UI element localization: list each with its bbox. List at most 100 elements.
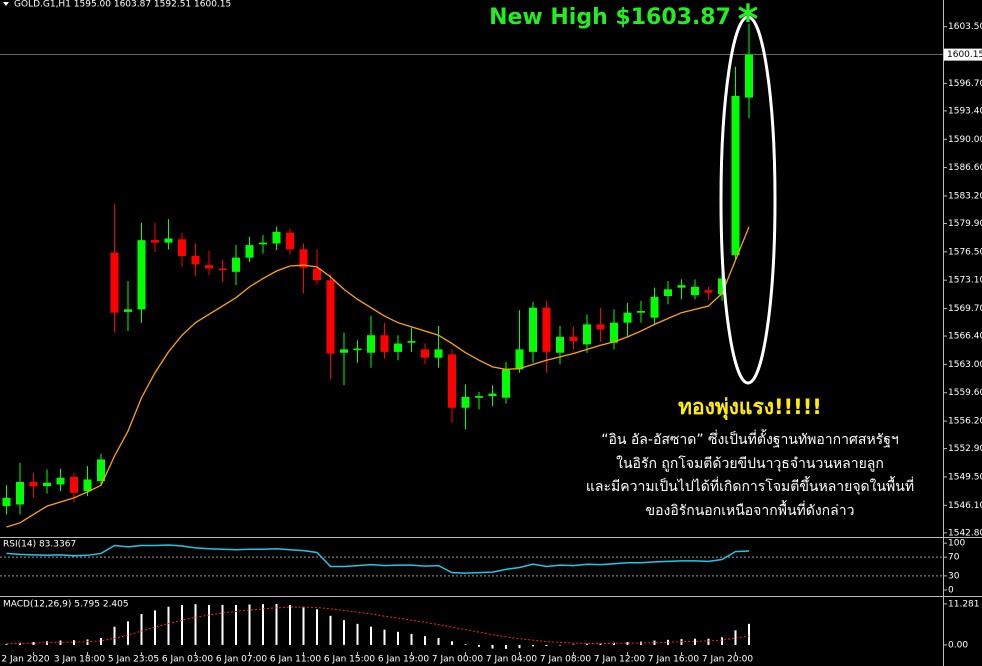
macd-bar <box>262 604 264 645</box>
headline: New High $1603.87 <box>489 5 731 30</box>
y-tick-label: 1559.60 <box>948 388 982 398</box>
rsi-label: RSI(14) 83.3367 <box>3 540 76 550</box>
macd-bar <box>410 634 413 645</box>
x-tick-label: 7 Jan 04:00 <box>486 655 538 665</box>
y-tick-label: 1593.40 <box>948 106 982 116</box>
chart-header: GOLD.G1,H1 1595.00 1603.87 1592.51 1600.… <box>14 0 231 10</box>
macd-bar <box>289 604 291 645</box>
macd-bar <box>208 604 210 645</box>
x-tick-label: 7 Jan 16:00 <box>648 655 700 665</box>
candle-body <box>704 290 713 293</box>
news-line: ของอิรักนอกเหนือจากพื้นที่ดังกล่าว <box>646 500 855 519</box>
signal-line <box>6 606 750 645</box>
macd-bar <box>734 630 737 645</box>
candle-body <box>313 268 321 281</box>
y-tick-label: 1569.70 <box>948 304 982 314</box>
macd-bar <box>194 604 197 645</box>
candle-body <box>218 268 227 271</box>
x-tick-label: 6 Jan 19:00 <box>378 655 430 665</box>
macd-bar <box>32 642 35 645</box>
candle-body <box>340 349 348 353</box>
y-tick-label: 1542.80 <box>948 528 982 538</box>
candle-body <box>191 255 200 265</box>
y-tick-label: 1556.20 <box>948 417 982 427</box>
candle-body <box>97 459 105 482</box>
candle-body <box>556 336 564 353</box>
x-tick-label: 7 Jan 12:00 <box>594 655 646 665</box>
candle-body <box>205 265 213 269</box>
macd-bar <box>518 644 521 649</box>
candle-body <box>43 482 51 487</box>
news-line: ในอิรัก ถูกโจมตีด้วยขีปนาวุธจำนวนหลายลูก <box>616 455 884 472</box>
candle-body <box>664 289 672 297</box>
candle-body <box>299 249 308 268</box>
candle-body <box>623 312 632 323</box>
candle-body <box>691 286 699 296</box>
candle-body <box>650 296 659 318</box>
candle-body <box>637 311 645 313</box>
current-price-label: 1600.15 <box>947 50 982 60</box>
y-tick-label: 1586.60 <box>948 163 982 173</box>
macd-bar <box>235 604 237 645</box>
macd-bar <box>383 629 386 645</box>
candle-body <box>731 95 740 256</box>
candle-body <box>596 324 605 330</box>
x-tick-label: 6 Jan 03:00 <box>162 655 214 665</box>
candle-body <box>286 232 294 250</box>
macd-bar <box>437 638 440 645</box>
y-tick-label: 1603.50 <box>948 22 982 32</box>
y-tick-label: 1546.10 <box>948 501 982 511</box>
candle-body <box>56 477 65 485</box>
macd-bar <box>302 606 305 645</box>
y-tick-label: 1563.00 <box>948 360 982 370</box>
macd-bar <box>113 626 116 645</box>
macd-bar <box>653 640 656 645</box>
candle-body <box>542 307 551 352</box>
x-tick-label: 6 Jan 11:00 <box>270 655 322 665</box>
header-arrow <box>3 2 9 6</box>
macd-bar <box>505 644 507 649</box>
rsi-line <box>6 544 750 574</box>
macd-bar <box>586 643 588 645</box>
macd-bar <box>329 615 332 645</box>
candle-body <box>407 341 416 343</box>
macd-bar <box>370 626 372 645</box>
candle-body <box>2 497 11 507</box>
y-tick-label: 1552.90 <box>948 444 982 454</box>
candle-body <box>677 285 686 288</box>
candle-body <box>475 396 483 398</box>
candle-body <box>515 349 524 370</box>
candle-body <box>448 354 456 408</box>
headline-mark: * <box>738 0 759 43</box>
candle-body <box>326 280 335 354</box>
y-tick-label: 30 <box>948 571 960 581</box>
macd-bar <box>140 614 143 645</box>
y-tick-label: 0 <box>948 585 954 595</box>
x-tick-label: 7 Jan 20:00 <box>702 655 754 665</box>
candle-body <box>502 369 510 398</box>
candle-body <box>529 307 537 352</box>
candle-body <box>245 245 254 258</box>
candle-body <box>178 239 186 256</box>
moving-average <box>6 226 750 528</box>
y-tick-label: 1583.20 <box>948 191 982 201</box>
macd-bar <box>5 643 8 645</box>
candle-body <box>745 54 753 98</box>
candle-body <box>353 348 362 351</box>
macd-bar <box>491 644 494 649</box>
macd-bar <box>707 638 710 645</box>
macd-bar <box>626 642 629 645</box>
macd-bar <box>316 609 318 645</box>
macd-bar <box>100 638 102 645</box>
y-tick-label: 1573.10 <box>948 276 982 286</box>
macd-bar <box>248 604 251 645</box>
news-line: และมีความเป็นไปได้ที่เกิดการโจมตีขึ้นหลา… <box>586 476 914 495</box>
y-tick-label: 1566.40 <box>948 332 982 342</box>
macd-bar <box>181 604 183 645</box>
macd-bar <box>667 639 669 645</box>
candle-body <box>421 349 429 358</box>
y-tick-label: 0.00 <box>948 640 968 650</box>
candle-body <box>583 324 591 345</box>
